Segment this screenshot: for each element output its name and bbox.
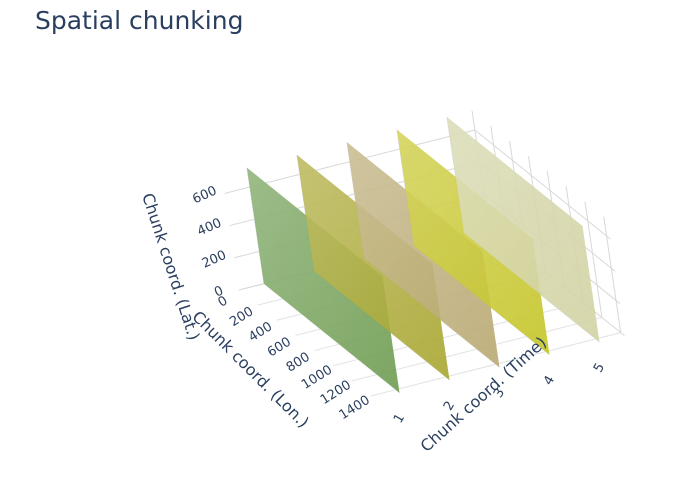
surface-shading-time-1 bbox=[247, 167, 400, 393]
surface-shading-time-3 bbox=[347, 142, 500, 368]
z-tick-label: 0 bbox=[212, 283, 226, 300]
z-tick-label: 200 bbox=[200, 248, 229, 272]
y-tick-label: 1 bbox=[391, 411, 408, 426]
back-wall-gridline-lon bbox=[603, 216, 622, 333]
z-axis-title: Chunk coord. (Lat.) bbox=[138, 191, 204, 343]
x-tick-label: 800 bbox=[284, 350, 313, 376]
z-tick-label: 400 bbox=[195, 216, 224, 240]
chart-title: Spatial chunking bbox=[35, 6, 244, 35]
back-wall-gridline-lat bbox=[474, 129, 611, 240]
y-tick-label: 5 bbox=[591, 361, 608, 376]
surface-shading-time-4 bbox=[397, 129, 550, 355]
x-tick-label: 400 bbox=[246, 319, 275, 345]
planes-layer bbox=[247, 117, 600, 393]
surface-shading-time-2 bbox=[297, 155, 450, 380]
surface-shading-time-5 bbox=[447, 117, 600, 342]
x-tick-label: 600 bbox=[265, 334, 294, 360]
y-tick-label: 4 bbox=[541, 373, 558, 388]
z-tick-label: 600 bbox=[190, 183, 219, 207]
x-tick-label: 200 bbox=[227, 304, 256, 330]
